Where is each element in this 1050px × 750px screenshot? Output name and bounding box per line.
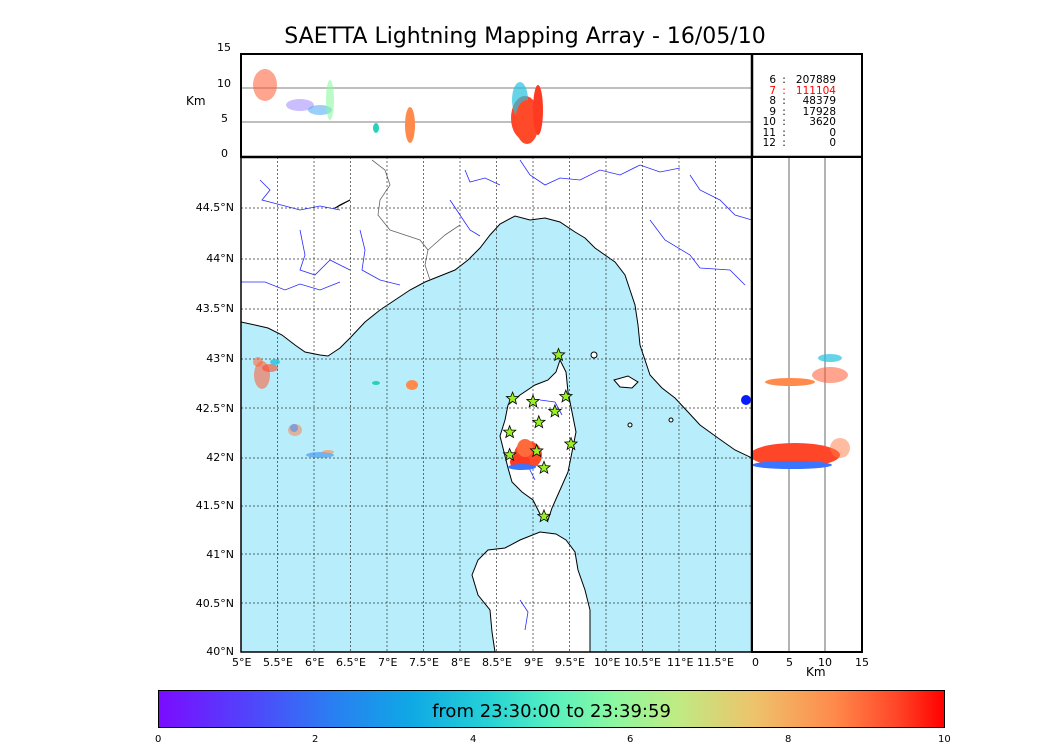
colorbar-tick: 8 bbox=[785, 734, 792, 745]
lon-tick: 5°E bbox=[232, 656, 252, 669]
star-icon bbox=[536, 460, 552, 474]
corsica-island bbox=[499, 358, 577, 521]
colorbar-tick: 0 bbox=[155, 734, 162, 745]
map-grid bbox=[241, 157, 752, 652]
colorbar-tick: 4 bbox=[470, 734, 477, 745]
top-ylabel: Km bbox=[186, 94, 206, 108]
side-xlabel: Km bbox=[806, 665, 826, 679]
lat-tick: 40.5°N bbox=[195, 597, 234, 610]
colorbar-tick: 10 bbox=[938, 734, 951, 745]
borders bbox=[371, 159, 461, 281]
lon-tick: 10°E bbox=[594, 656, 621, 669]
star-icon bbox=[505, 391, 520, 405]
star-icon bbox=[531, 414, 547, 429]
lat-tick: 42°N bbox=[206, 451, 234, 464]
lat-tick: 43°N bbox=[206, 352, 234, 365]
lon-tick: 9.5°E bbox=[555, 656, 585, 669]
colorbar-tick: 6 bbox=[627, 734, 634, 745]
count-row: 12:0 bbox=[762, 137, 836, 149]
top-ytick: 5 bbox=[221, 112, 228, 125]
lat-tick: 42.5°N bbox=[195, 402, 234, 415]
star-icon bbox=[558, 389, 574, 403]
star-icon bbox=[536, 508, 552, 523]
side-xtick: 15 bbox=[855, 656, 869, 669]
count-row: 11:0 bbox=[762, 126, 836, 139]
side-xtick: 10 bbox=[818, 656, 832, 669]
capraia-island bbox=[590, 351, 598, 359]
figure-title: SAETTA Lightning Mapping Array - 16/05/1… bbox=[284, 24, 766, 49]
lon-tick: 8°E bbox=[451, 656, 471, 669]
star-icon bbox=[525, 393, 541, 408]
star-icon bbox=[529, 443, 544, 458]
lat-tick: 44.5°N bbox=[195, 201, 234, 214]
lon-tick: 7°E bbox=[378, 656, 398, 669]
count-row: 6:207889 bbox=[769, 74, 836, 86]
small-island bbox=[668, 417, 674, 423]
source-counts: 6:207889 7:111104 8:48379 9:17928 10:362… bbox=[762, 75, 854, 149]
count-row: 7:111104 bbox=[769, 84, 836, 97]
top-ytick: 0 bbox=[221, 147, 228, 160]
top-ytick: 10 bbox=[217, 77, 231, 90]
count-row: 9:17928 bbox=[769, 105, 836, 118]
lon-tick: 6°E bbox=[305, 656, 325, 669]
count-row: 10:3620 bbox=[762, 116, 836, 128]
elba-island bbox=[613, 375, 639, 389]
lake bbox=[334, 199, 351, 209]
lon-tick: 11.5°E bbox=[697, 656, 734, 669]
lat-tick: 44°N bbox=[206, 252, 234, 265]
colorbar-label: from 23:30:00 to 23:39:59 bbox=[432, 701, 671, 722]
lat-tick: 41.5°N bbox=[195, 499, 234, 512]
count-row: 8:48379 bbox=[769, 95, 836, 107]
lat-tick: 41°N bbox=[206, 548, 234, 561]
map-area bbox=[241, 157, 752, 652]
station-markers bbox=[502, 347, 579, 523]
side-frame bbox=[751, 156, 863, 653]
star-icon bbox=[547, 403, 563, 418]
lon-tick: 11°E bbox=[667, 656, 694, 669]
colorbar bbox=[158, 690, 945, 728]
side-xtick: 0 bbox=[752, 656, 759, 669]
lon-tick: 9°E bbox=[524, 656, 544, 669]
lon-tick: 8.5°E bbox=[482, 656, 512, 669]
lon-tick: 10.5°E bbox=[624, 656, 661, 669]
colorbar-tick: 2 bbox=[312, 734, 319, 745]
side-xtick: 5 bbox=[786, 656, 793, 669]
lon-tick: 6.5°E bbox=[336, 656, 366, 669]
lon-tick: 7.5°E bbox=[409, 656, 439, 669]
top-panel bbox=[241, 54, 752, 157]
star-icon bbox=[563, 436, 579, 451]
star-icon bbox=[502, 424, 517, 439]
sardinia-island bbox=[471, 531, 591, 652]
lat-tick: 43.5°N bbox=[195, 302, 234, 315]
star-icon bbox=[551, 347, 566, 362]
star-icon bbox=[502, 447, 517, 462]
top-ytick: 15 bbox=[217, 41, 231, 54]
small-island bbox=[627, 422, 633, 428]
mainland bbox=[241, 157, 752, 459]
lon-tick: 5.5°E bbox=[263, 656, 293, 669]
lat-tick: 40°N bbox=[206, 645, 234, 658]
rivers bbox=[241, 159, 752, 631]
side-panel bbox=[752, 157, 861, 652]
